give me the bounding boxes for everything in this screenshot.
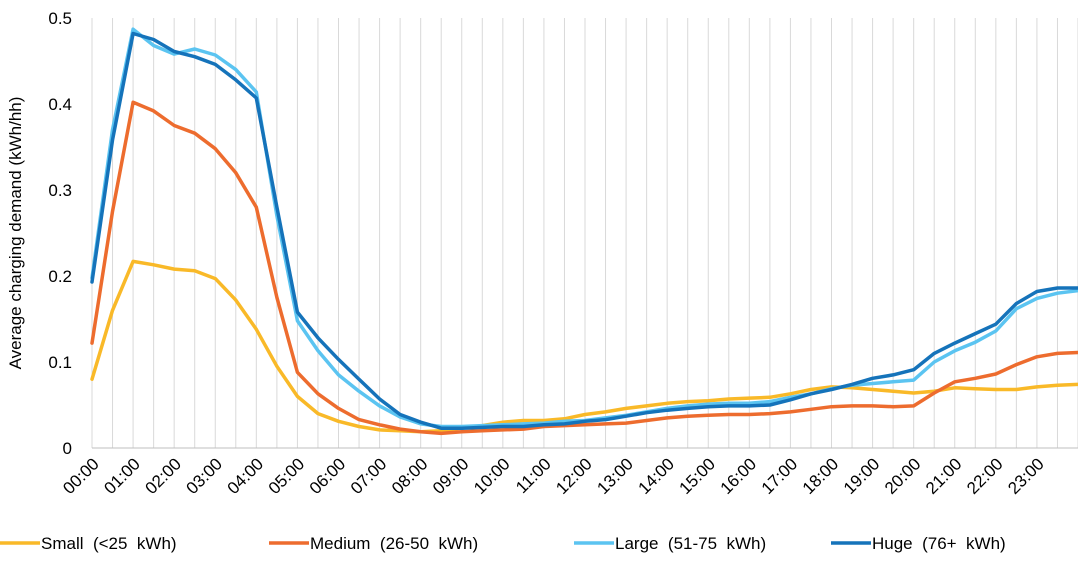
- legend-label: Large (51-75 kWh): [615, 534, 766, 553]
- x-tick-label: 10:00: [470, 454, 514, 498]
- y-axis-title: Average charging demand (kWh/hh): [6, 97, 25, 370]
- y-tick-label: 0.4: [48, 95, 72, 114]
- grid-lines: [91, 18, 1078, 448]
- x-tick-labels: 00:0001:0002:0003:0004:0005:0006:0007:00…: [59, 454, 1047, 498]
- x-tick-label: 00:00: [59, 454, 103, 498]
- x-tick-label: 04:00: [224, 454, 268, 498]
- y-tick-label: 0.2: [48, 267, 72, 286]
- x-tick-label: 14:00: [634, 454, 678, 498]
- series-line-1: [90, 100, 1078, 436]
- y-tick-label: 0: [63, 439, 72, 458]
- x-tick-label: 08:00: [388, 454, 432, 498]
- x-tick-label: 01:00: [100, 454, 144, 498]
- x-tick-label: 05:00: [265, 454, 309, 498]
- legend-item: Small (<25 kWh): [0, 534, 177, 553]
- x-tick-label: 06:00: [306, 454, 350, 498]
- x-tick-label: 02:00: [141, 454, 185, 498]
- series-lines: [90, 27, 1078, 436]
- x-tick-label: 21:00: [922, 454, 966, 498]
- series-line-0: [90, 259, 1078, 434]
- x-tick-label: 11:00: [512, 454, 555, 497]
- x-tick-label: 12:00: [552, 454, 596, 498]
- x-tick-label: 15:00: [676, 454, 720, 498]
- x-tick-label: 19:00: [840, 454, 884, 498]
- legend: Small (<25 kWh) Medium (26-50 kWh) Large (…: [0, 534, 1006, 553]
- y-tick-labels: 0 0.1 0.2 0.3 0.4 0.5: [48, 9, 72, 458]
- legend-item: Medium (26-50 kWh): [269, 534, 478, 553]
- x-tick-label: 16:00: [717, 454, 761, 498]
- series-line-3: [90, 31, 1078, 430]
- x-tick-label: 20:00: [881, 454, 925, 498]
- legend-label: Medium (26-50 kWh): [310, 534, 478, 553]
- x-tick-label: 13:00: [593, 454, 637, 498]
- y-tick-label: 0.1: [48, 353, 72, 372]
- legend-label: Small (<25 kWh): [41, 534, 177, 553]
- x-tick-label: 07:00: [347, 454, 391, 498]
- y-tick-label: 0.5: [48, 9, 72, 28]
- x-tick-label: 03:00: [183, 454, 227, 498]
- x-tick-label: 17:00: [758, 454, 802, 498]
- x-tick-label: 22:00: [963, 454, 1007, 498]
- x-tick-label: 23:00: [1004, 454, 1048, 498]
- legend-item: Huge (76+ kWh): [831, 534, 1006, 553]
- x-tick-label: 09:00: [429, 454, 473, 498]
- legend-label: Huge (76+ kWh): [872, 534, 1006, 553]
- x-tick-label: 18:00: [799, 454, 843, 498]
- y-tick-label: 0.3: [48, 181, 72, 200]
- legend-item: Large (51-75 kWh): [574, 534, 766, 553]
